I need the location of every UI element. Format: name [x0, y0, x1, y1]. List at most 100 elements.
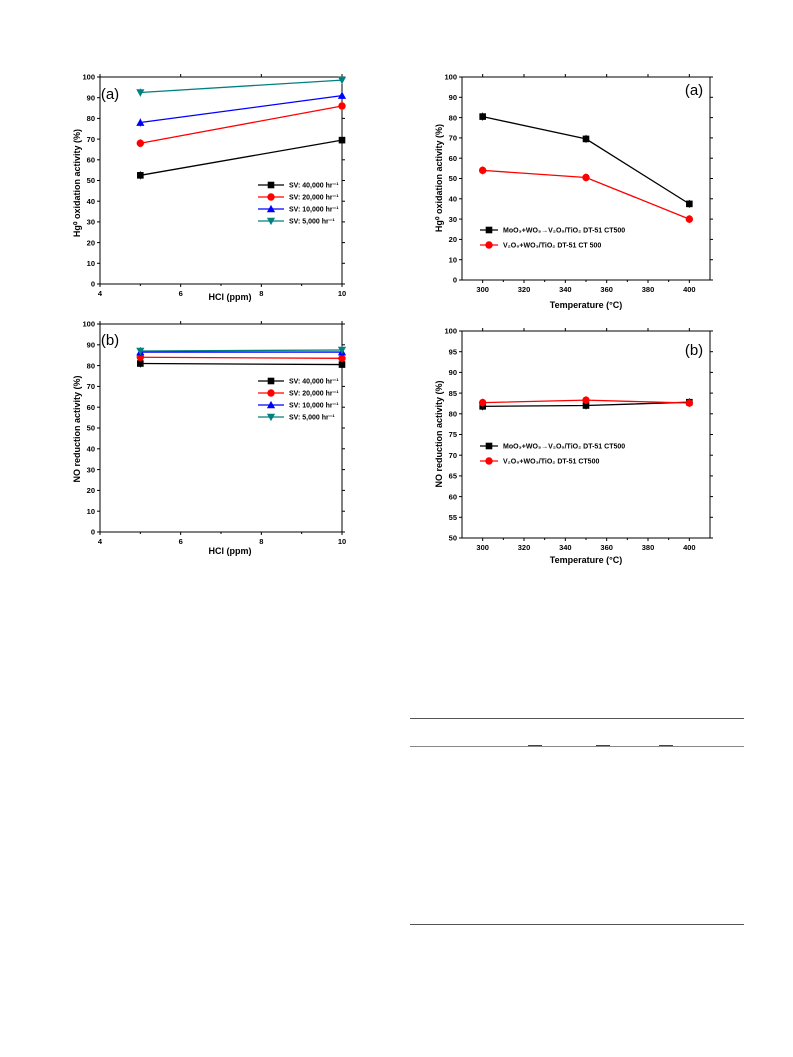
x-axis-label: Temperature (°C) — [550, 555, 622, 565]
data-point — [136, 118, 145, 126]
y-tick-label: 20 — [449, 235, 457, 244]
x-tick-label: 6 — [179, 289, 183, 298]
data-point — [582, 396, 590, 404]
y-tick-label: 60 — [87, 403, 95, 412]
data-point — [136, 347, 145, 356]
y-tick-label: 95 — [449, 347, 457, 356]
legend-marker — [266, 400, 276, 409]
legend-marker — [485, 442, 493, 450]
x-tick-label: 300 — [476, 285, 489, 294]
x-tick-label: 360 — [600, 285, 613, 294]
data-point — [479, 113, 486, 120]
y-tick-label: 10 — [449, 255, 457, 264]
y-tick-label: 90 — [87, 341, 95, 350]
data-point — [582, 402, 590, 409]
legend-marker — [485, 457, 493, 465]
y-axis-label: NO reduction activity (%) — [72, 375, 82, 482]
x-tick-label: 8 — [259, 289, 263, 298]
data-point — [582, 135, 590, 143]
legend-label: SV: 40,000 hr⁻¹ — [289, 379, 339, 386]
y-tick-label: 30 — [449, 215, 457, 224]
y-tick-label: 50 — [87, 424, 95, 433]
x-tick-label: 4 — [98, 537, 103, 546]
plot-frame — [99, 323, 343, 533]
data-point — [136, 139, 145, 147]
data-point — [337, 91, 347, 99]
y-tick-label: 100 — [82, 320, 95, 329]
legend-label: MoO₃+WO₃→V₂O₅/TiO₂ DT-51 CT500 — [503, 228, 625, 235]
data-point — [136, 353, 145, 361]
y-tick-label: 90 — [449, 368, 457, 377]
series-line-0 — [140, 139, 343, 176]
data-point — [338, 136, 346, 144]
plot-frame — [99, 76, 343, 285]
y-tick-label: 40 — [87, 445, 95, 454]
x-tick-label: 360 — [600, 543, 613, 552]
x-tick-label: 340 — [559, 285, 572, 294]
y-tick-label: 70 — [449, 134, 457, 143]
legend-label: V₂O₅+WO₃/TiO₂ DT-51 CT 500 — [503, 243, 601, 250]
y-tick-label: 70 — [87, 382, 95, 391]
x-tick-label: 300 — [476, 543, 489, 552]
x-tick-label: 380 — [642, 543, 655, 552]
y-tick-label: 70 — [449, 451, 457, 460]
y-tick-label: 50 — [449, 174, 457, 183]
y-tick-label: 0 — [91, 280, 95, 289]
y-tick-label: 100 — [82, 73, 95, 82]
panel-label: (b) — [101, 332, 119, 349]
table-header-dash — [659, 745, 673, 746]
legend-marker — [485, 241, 493, 249]
x-tick-label: 8 — [259, 537, 263, 546]
data-point — [137, 172, 144, 179]
legend-marker — [267, 181, 275, 189]
panel-label: (a) — [685, 82, 703, 99]
series-line-0 — [482, 115, 690, 205]
series-line-3 — [140, 79, 343, 94]
legend-marker — [266, 413, 276, 422]
x-tick-label: 6 — [179, 537, 183, 546]
data-point — [337, 76, 347, 85]
y-tick-label: 90 — [87, 93, 95, 102]
data-point — [686, 200, 693, 208]
series-line-1 — [140, 356, 343, 359]
legend-label: SV: 5,000 hr⁻¹ — [289, 415, 335, 422]
chart-temp-hg-oxidation: 300 320 340 360 380 400 0 10 20 30 40 50 60 70 80 90 100… — [434, 73, 713, 310]
legend-label: SV: 10,000 hr⁻¹ — [289, 207, 339, 214]
table-top-rule — [410, 718, 744, 719]
data-point — [136, 89, 145, 97]
panel-label: (b) — [685, 342, 703, 359]
x-axis-label: Temperature (°C) — [550, 300, 622, 310]
y-tick-label: 55 — [449, 513, 457, 522]
legend-label: SV: 5,000 hr⁻¹ — [289, 219, 335, 226]
y-tick-label: 30 — [87, 465, 95, 474]
y-tick-label: 65 — [449, 472, 457, 481]
table-header-dash — [596, 745, 610, 746]
data-point — [338, 102, 346, 110]
series-line-3 — [140, 349, 343, 352]
x-tick-label: 400 — [683, 543, 696, 552]
panel-label: (a) — [101, 86, 119, 103]
legend-marker — [266, 217, 276, 226]
y-tick-label: 40 — [449, 195, 457, 204]
table-bottom-rule — [410, 924, 744, 925]
x-axis-label: HCl (ppm) — [209, 546, 252, 556]
series-line-1 — [140, 105, 343, 144]
series-line-2 — [140, 94, 343, 124]
y-tick-label: 100 — [444, 327, 457, 336]
x-tick-label: 400 — [683, 285, 696, 294]
y-tick-label: 10 — [87, 507, 95, 516]
legend-label: SV: 40,000 hr⁻¹ — [289, 183, 339, 190]
y-tick-label: 100 — [444, 73, 457, 82]
data-point — [478, 166, 487, 175]
y-tick-label: 80 — [449, 410, 457, 419]
legend-label: V₂O₅+WO₃/TiO₂ DT-51 CT500 — [503, 459, 599, 466]
y-tick-label: 70 — [87, 135, 95, 144]
y-tick-label: 80 — [87, 114, 95, 123]
y-tick-label: 10 — [87, 259, 95, 268]
y-tick-label: 80 — [449, 113, 457, 122]
y-tick-label: 0 — [453, 276, 457, 285]
data-point — [137, 360, 144, 367]
x-tick-label: 10 — [338, 289, 346, 298]
y-tick-label: 60 — [449, 492, 457, 501]
data-point — [338, 354, 346, 363]
